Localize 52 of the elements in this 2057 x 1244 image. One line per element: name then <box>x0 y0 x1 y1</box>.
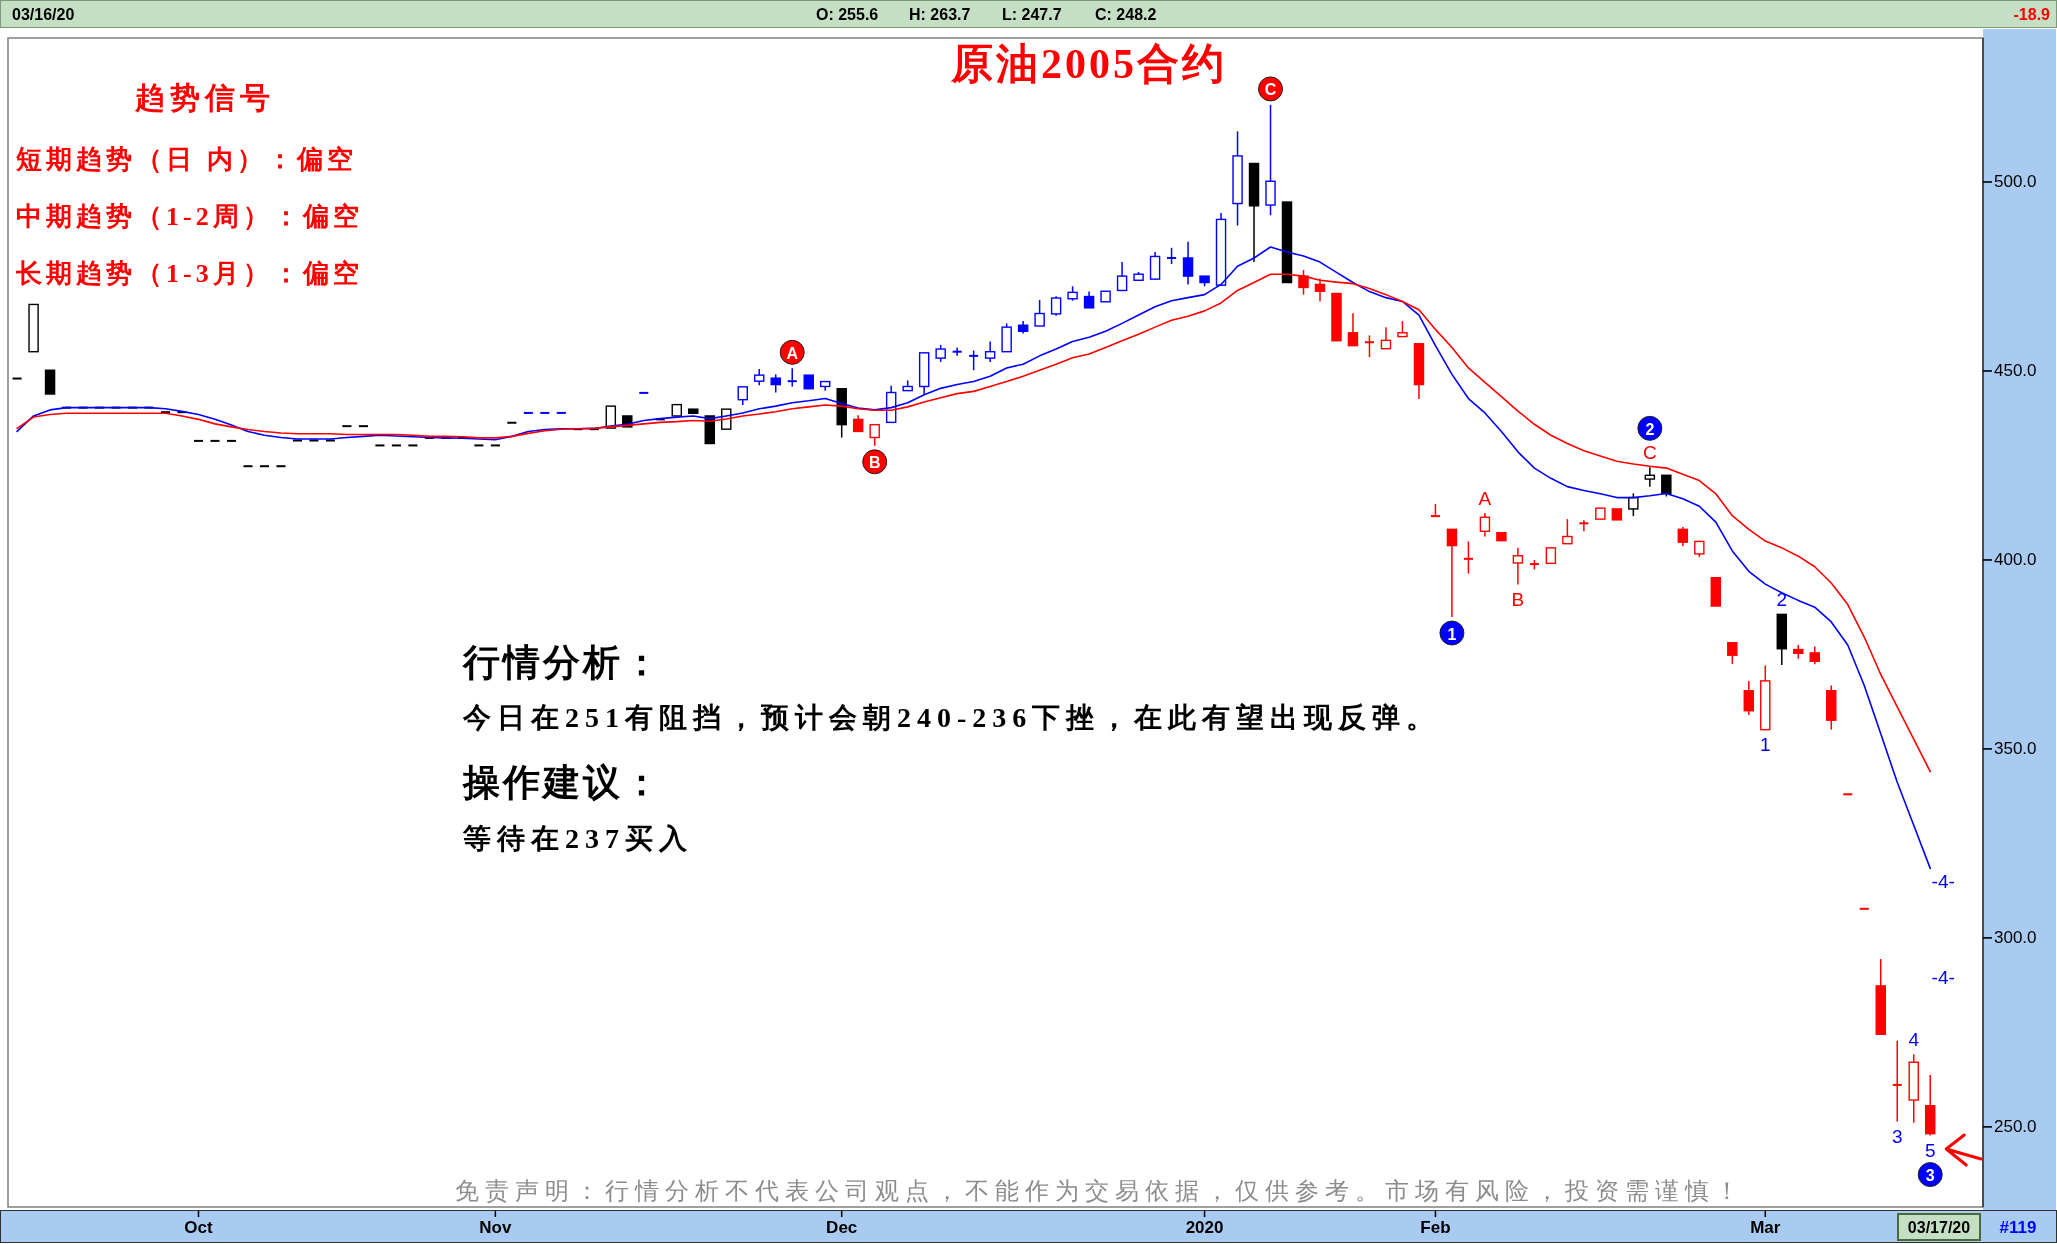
note: O: 255.6 <box>816 6 879 23</box>
note: #119 <box>1999 1218 2037 1237</box>
annotation: 1 <box>1447 625 1457 643</box>
annotation: 3 <box>1925 1167 1935 1185</box>
note: 等待在237买入 <box>463 823 693 854</box>
note: -18.9 <box>2013 6 2050 23</box>
x-tick-label: Feb <box>1420 1218 1451 1237</box>
marker: 1 <box>1439 620 1465 646</box>
x-tick-label: Mar <box>1750 1218 1781 1237</box>
chart-title: 原油2005合约 <box>950 41 1227 87</box>
x-tick-label: Oct <box>184 1218 213 1237</box>
y-tick-label: 300.0 <box>1994 928 2037 948</box>
annotation: C <box>1264 81 1277 99</box>
note: 免责声明：行情分析不代表公司观点，不能作为交易依据，仅供参考。市场有风险，投资需谨慎！ <box>455 1178 1745 1204</box>
x-tick-label: Dec <box>826 1218 858 1237</box>
y-tick-label: 400.0 <box>1994 550 2037 570</box>
annotation: B <box>1511 588 1525 610</box>
note: 03/17/20 <box>1897 1213 1981 1241</box>
note: 03/16/20 <box>12 6 75 23</box>
note: C: 248.2 <box>1095 6 1157 23</box>
marker: 3 <box>1917 1162 1943 1188</box>
annotation: C <box>1642 442 1657 464</box>
annotation: 3 <box>1891 1125 1903 1147</box>
x-tick-label: Nov <box>479 1218 512 1237</box>
annotation: 4 <box>1908 1029 1920 1051</box>
x-tick-label: 2020 <box>1185 1218 1224 1237</box>
marker: B <box>862 449 888 475</box>
annotation: B <box>868 454 881 472</box>
annotation: 5 <box>1924 1139 1936 1161</box>
annotation: A <box>786 344 799 362</box>
annotation: A <box>1478 488 1492 510</box>
note: 长期趋势（1-3月）：偏空 <box>16 259 363 288</box>
marker: A <box>779 339 805 365</box>
note: 趋势信号 <box>135 81 275 114</box>
note: 行情分析： <box>463 642 663 683</box>
y-tick-label: 350.0 <box>1994 739 2037 759</box>
note: H: 263.7 <box>909 6 971 23</box>
marker: C <box>1258 76 1283 102</box>
y-tick-label: 500.0 <box>1994 172 2037 192</box>
annotation: 2 <box>1645 420 1655 438</box>
note: 中期趋势（1-2周）：偏空 <box>16 202 363 231</box>
note: 短期趋势（日 内）：偏空 <box>16 145 357 174</box>
note: -4- <box>1931 967 1955 988</box>
note: L: 247.7 <box>1002 6 1062 23</box>
annotation: 1 <box>1760 733 1771 755</box>
note: 今日在251有阻挡，预计会朝240-236下挫，在此有望出现反弹。 <box>463 702 1441 733</box>
marker: 2 <box>1637 415 1663 441</box>
annotation: 2 <box>1776 589 1788 611</box>
y-tick-label: 250.0 <box>1994 1117 2037 1137</box>
note: -4- <box>1931 871 1955 892</box>
note: 操作建议： <box>463 762 663 803</box>
y-tick-label: 450.0 <box>1994 361 2037 381</box>
